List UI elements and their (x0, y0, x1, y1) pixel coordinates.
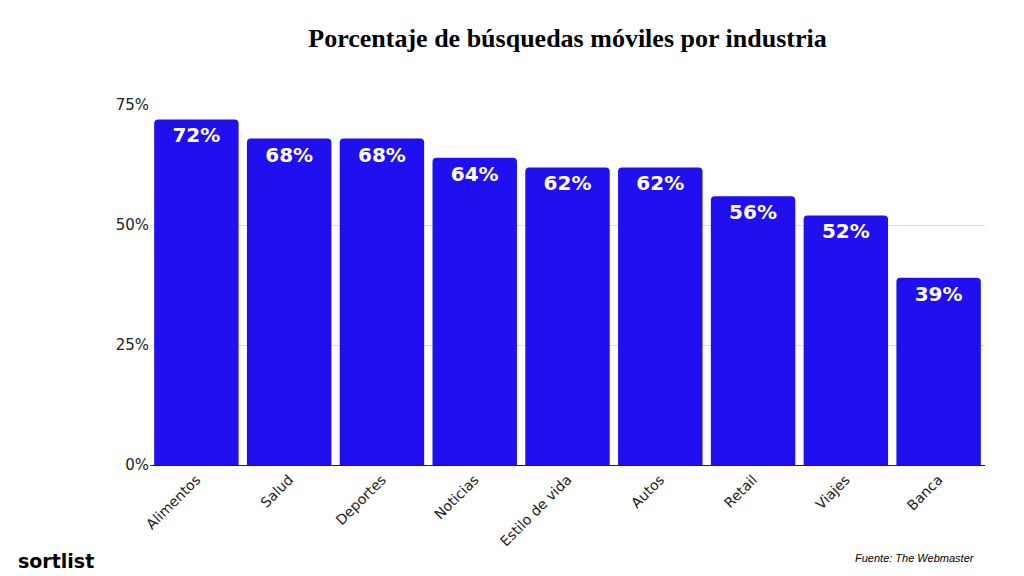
svg-text:25%: 25% (116, 336, 149, 354)
svg-text:72%: 72% (172, 123, 220, 147)
svg-text:39%: 39% (915, 282, 963, 306)
svg-text:Porcentaje de búsquedas móvile: Porcentaje de búsquedas móviles por indu… (308, 24, 826, 53)
svg-text:Banca: Banca (904, 472, 946, 514)
svg-text:62%: 62% (544, 171, 592, 195)
svg-text:62%: 62% (636, 171, 684, 195)
svg-text:52%: 52% (822, 219, 870, 243)
svg-text:50%: 50% (116, 216, 149, 234)
svg-text:Alimentos: Alimentos (143, 472, 204, 533)
svg-text:75%: 75% (116, 96, 149, 114)
svg-text:Deportes: Deportes (332, 472, 389, 529)
svg-text:Estilo de vida: Estilo de vida (497, 472, 575, 550)
svg-text:56%: 56% (729, 200, 777, 224)
svg-text:0%: 0% (125, 456, 149, 474)
svg-text:68%: 68% (265, 143, 313, 167)
svg-text:Salud: Salud (257, 472, 296, 511)
svg-text:Fuente: The Webmaster: Fuente: The Webmaster (855, 552, 975, 564)
svg-text:68%: 68% (358, 143, 406, 167)
svg-text:Noticias: Noticias (431, 472, 482, 523)
svg-text:Autos: Autos (628, 472, 667, 511)
svg-text:64%: 64% (451, 162, 499, 186)
svg-text:sortlist: sortlist (18, 550, 94, 572)
svg-text:Viajes: Viajes (812, 472, 853, 513)
svg-text:Retail: Retail (721, 472, 760, 511)
